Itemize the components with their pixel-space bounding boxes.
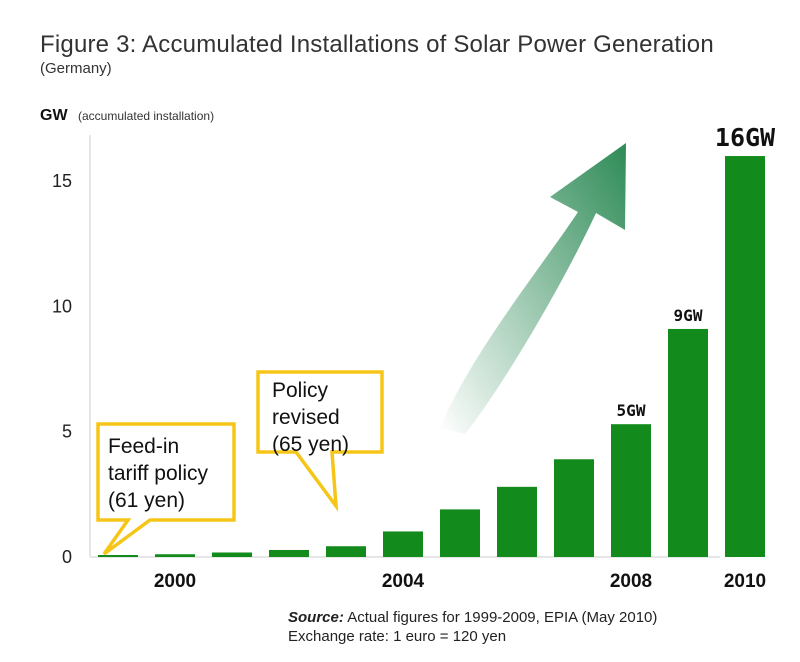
callout-box — [96, 422, 236, 556]
bar-2006 — [497, 486, 537, 557]
y-axis-note: (accumulated installation) — [78, 109, 214, 123]
exchange-rate-note: Exchange rate: 1 euro = 120 yen — [288, 628, 507, 645]
bar-2009 — [668, 328, 708, 557]
y-tick-label: 15 — [52, 171, 72, 191]
data-label-2010: 16GW — [715, 123, 776, 152]
bar-2000 — [155, 554, 195, 557]
callout-text-line: revised — [272, 406, 340, 429]
bar-1999 — [98, 555, 138, 557]
bar-2010 — [725, 156, 765, 558]
callout-0: Feed-in tariff policy (61 yen) — [96, 422, 236, 556]
x-tick-label: 2000 — [154, 571, 196, 592]
y-tick-label: 5 — [62, 422, 72, 442]
callout-text-line: tariff policy — [108, 462, 208, 485]
bar-2001 — [212, 552, 252, 557]
y-tick-label: 0 — [62, 547, 72, 567]
x-tick-label: 2010 — [724, 571, 766, 592]
callout-text-line: Policy — [272, 379, 329, 402]
bar-2003 — [326, 546, 366, 557]
bar-2004 — [383, 531, 423, 557]
bar-2005 — [440, 509, 480, 557]
y-tick-label: 10 — [52, 296, 72, 316]
x-tick-label: 2004 — [382, 571, 425, 592]
bar-2007 — [554, 459, 594, 557]
callout-text-line: (61 yen) — [108, 489, 185, 512]
data-label-2009: 9GW — [674, 306, 703, 325]
callout-text-line: (65 yen) — [272, 433, 349, 456]
source-note: Source: Actual figures for 1999-2009, EP… — [288, 608, 657, 646]
data-label-2008: 5GW — [617, 401, 646, 420]
bar-2002 — [269, 549, 309, 557]
y-axis-unit: GW — [40, 107, 68, 124]
x-tick-label: 2008 — [610, 571, 652, 592]
callout-1: Policy revised (65 yen) — [256, 370, 384, 512]
callout-box — [256, 370, 384, 512]
growth-arrow — [440, 143, 626, 434]
chart-subtitle: (Germany) — [40, 60, 112, 77]
callout-text-line: Feed-in — [108, 435, 179, 458]
source-label: Source: — [288, 609, 344, 626]
y-axis-label: GW (accumulated installation) — [40, 107, 214, 124]
bar-2008 — [611, 424, 651, 557]
chart-title: Figure 3: Accumulated Installations of S… — [40, 31, 714, 58]
source-text: Actual figures for 1999-2009, EPIA (May … — [343, 609, 658, 626]
